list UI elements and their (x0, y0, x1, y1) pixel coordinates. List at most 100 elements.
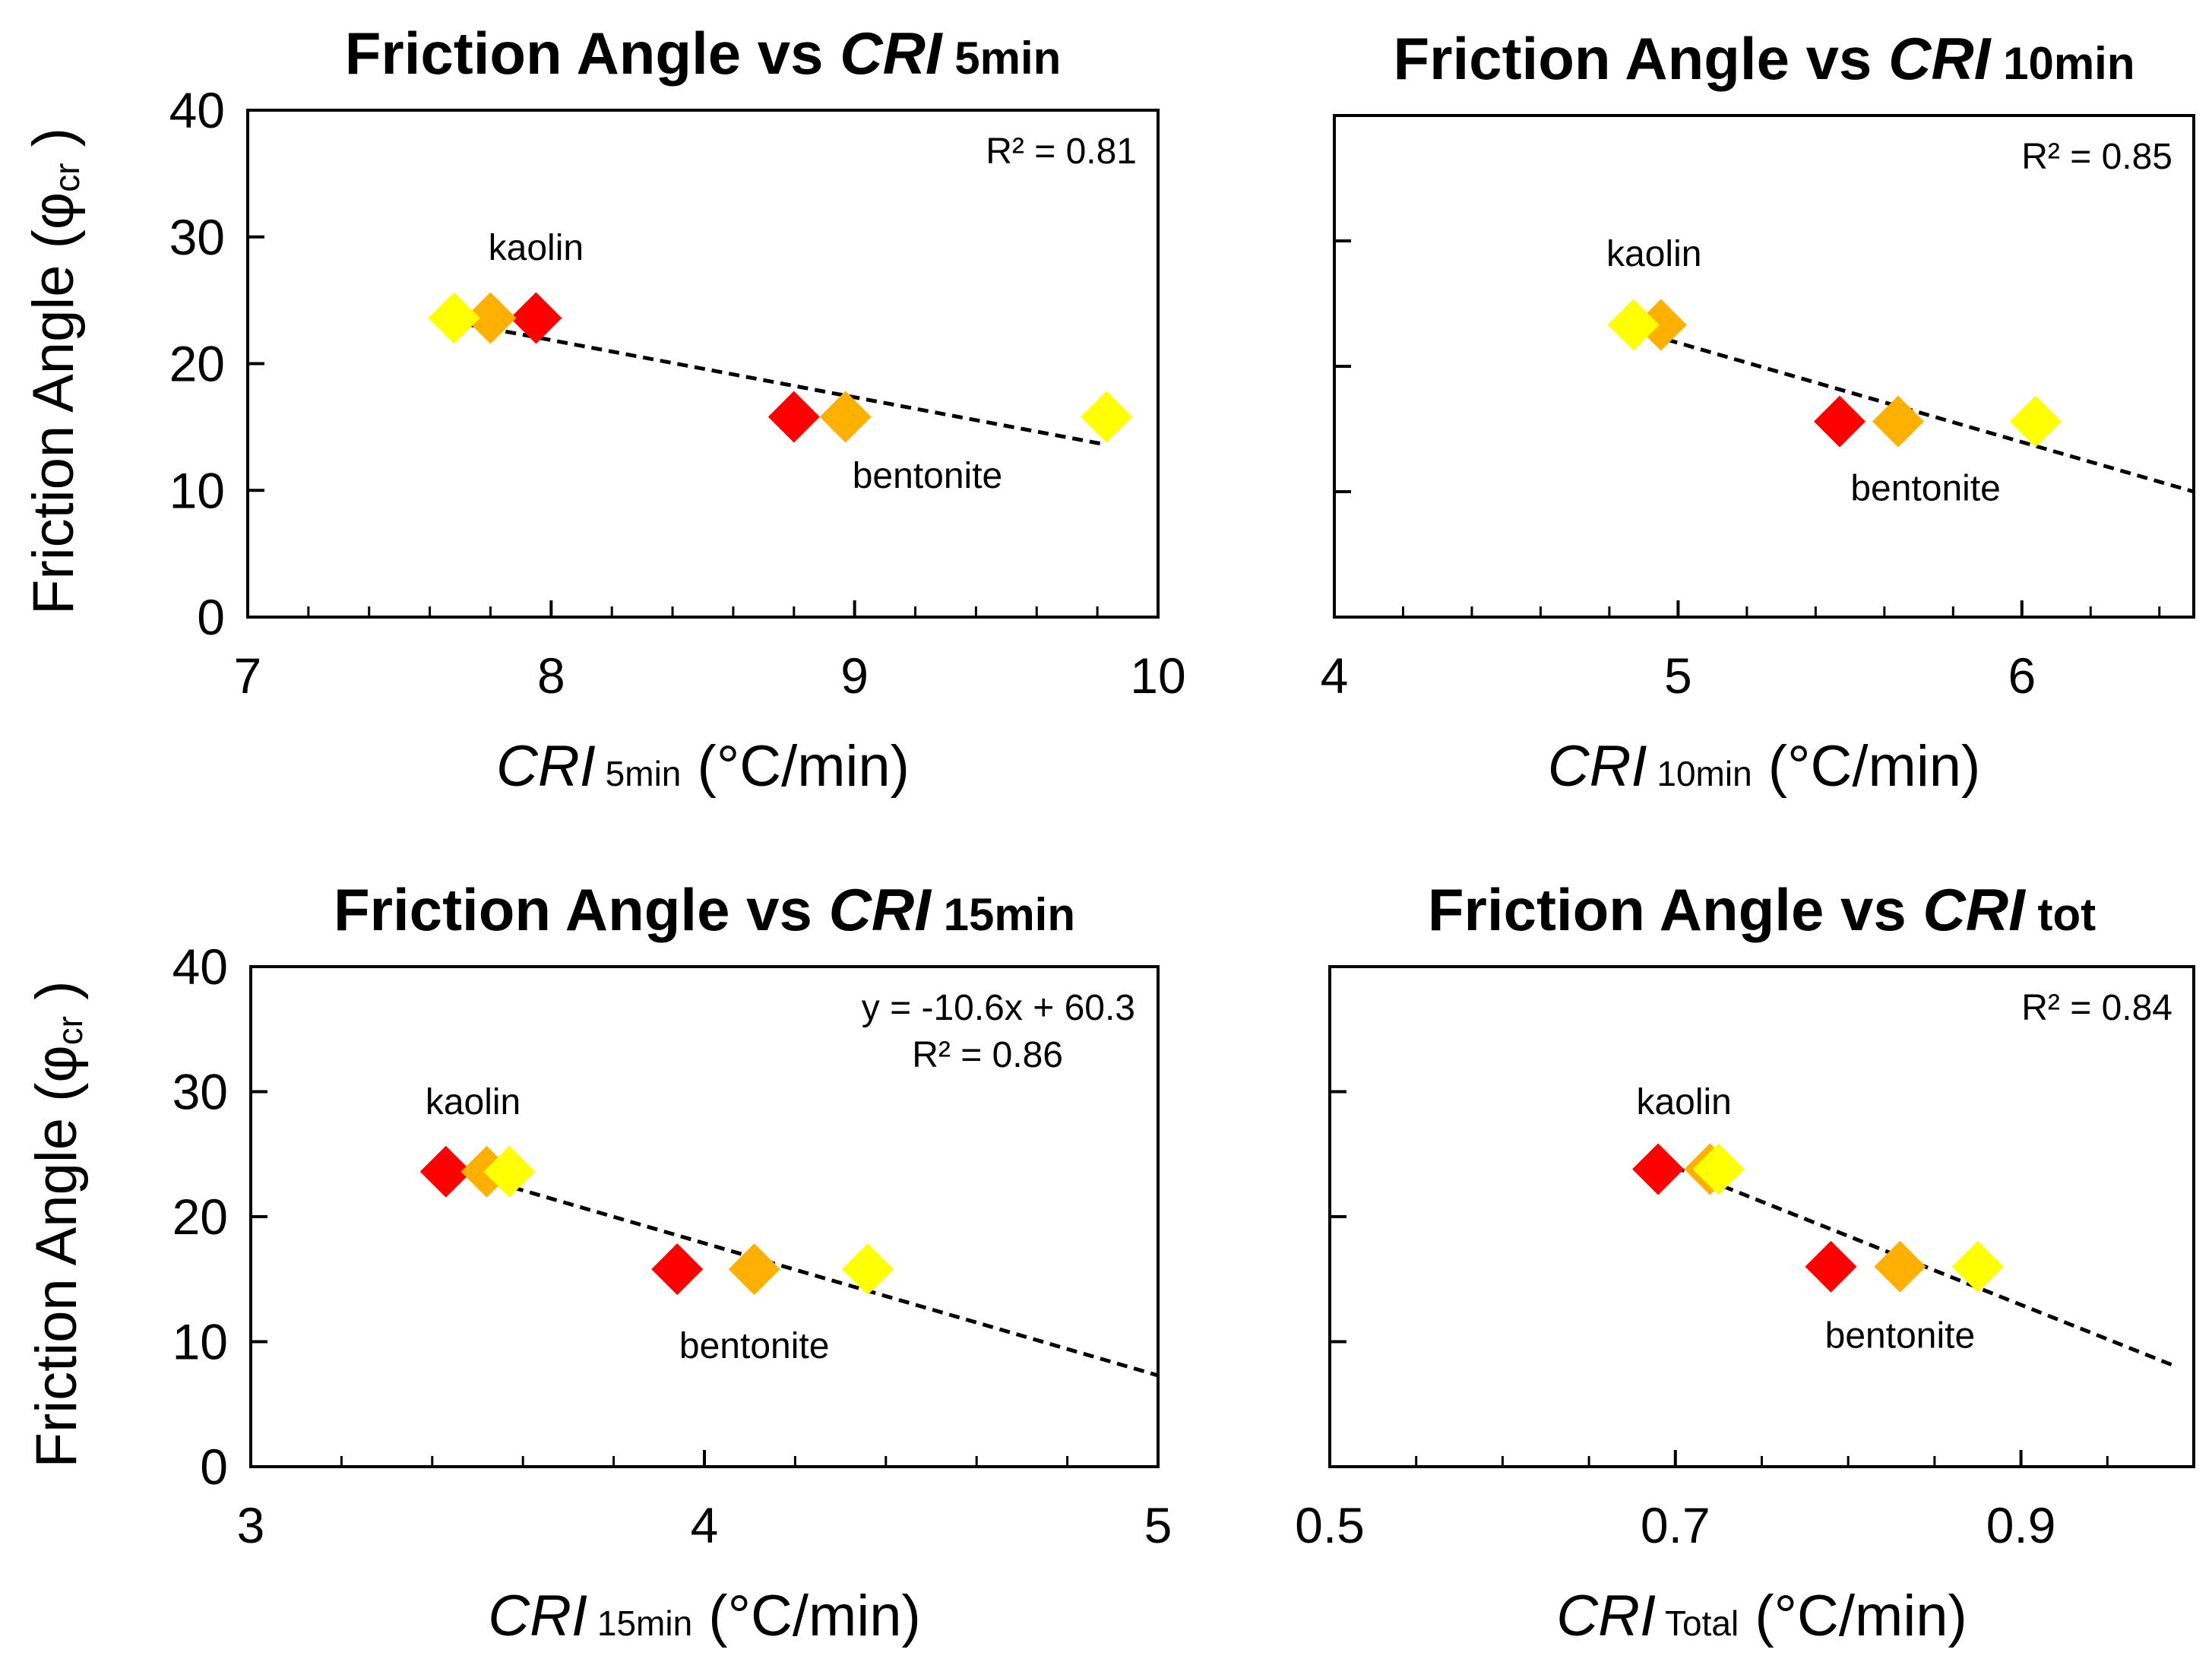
y-tick-label: 0 (197, 589, 225, 645)
data-point-yellow (1607, 299, 1660, 351)
chart-title-main: Friction Angle vs (345, 20, 840, 87)
data-point-orange (1874, 1240, 1926, 1293)
x-tick-label: 7 (234, 647, 262, 704)
r-squared-label: R² = 0.86 (912, 1035, 1063, 1075)
x-tick-label: 0.5 (1295, 1497, 1365, 1553)
r-squared-label: R² = 0.84 (2021, 988, 2172, 1028)
data-point-yellow (1081, 391, 1133, 443)
x-axis-label-sub: 15min (587, 1603, 692, 1643)
x-tick-label: 8 (537, 647, 565, 704)
x-tick-label: 3 (237, 1497, 265, 1553)
chart-title-suffix: 10min (1990, 38, 2134, 89)
data-point-red (651, 1243, 704, 1296)
plot-frame (1333, 114, 2195, 619)
x-axis-label-unit: (°C/min) (1739, 1584, 1967, 1648)
x-axis-label-italic: CRI (1556, 1584, 1656, 1648)
x-axis-label-unit: (°C/min) (681, 734, 910, 799)
r-squared-label: R² = 0.85 (2021, 137, 2172, 177)
x-tick-label: 0.9 (1986, 1497, 2056, 1553)
x-tick-label: 9 (840, 647, 869, 704)
data-point-yellow (483, 1145, 536, 1198)
data-point-red (1632, 1143, 1685, 1195)
x-axis-label: CRI 10min (°C/min) (1548, 734, 1981, 799)
y-tick-label: 40 (172, 939, 228, 995)
chart-panel-4: Friction Angle vs CRI tot 0.5 0.7 0.9 CRI To… (1295, 876, 2195, 1648)
chart-title-main: Friction Angle vs (334, 876, 829, 943)
plot-frame (246, 109, 1160, 619)
y-axis-label-main: Friction Angle (24, 1102, 89, 1468)
data-point-yellow (841, 1243, 894, 1296)
y-tick-label: 30 (169, 209, 225, 265)
y-axis-label-symbol: (φ (21, 192, 86, 249)
data-point-orange (1872, 395, 1924, 448)
bentonite-label: bentonite (853, 456, 1003, 496)
data-point-yellow (1692, 1143, 1745, 1195)
x-axis-label-unit: (°C/min) (1752, 734, 1981, 799)
y-axis-label: Friction Angle (φcr ) (21, 128, 87, 615)
chart-title-italic: CRI (1888, 25, 1992, 92)
kaolin-label: kaolin (489, 228, 584, 268)
r-squared-label: R² = 0.81 (986, 131, 1137, 172)
data-point-red (1805, 1240, 1857, 1293)
data-point-red (510, 292, 562, 344)
data-point-red (419, 1145, 472, 1198)
trendline (445, 1166, 1159, 1378)
x-tick-label: 4 (1321, 647, 1349, 704)
data-point-orange (1634, 299, 1687, 351)
chart-title: Friction Angle vs CRI 10min (1394, 25, 2135, 92)
x-axis-label-sub: Total (1656, 1603, 1739, 1643)
x-tick-label: 10 (1130, 647, 1185, 704)
chart-title-italic: CRI (840, 20, 943, 87)
data-point-yellow (2009, 395, 2062, 448)
data-point-yellow (1951, 1240, 2004, 1293)
y-tick-label: 10 (172, 1314, 228, 1370)
kaolin-label: kaolin (1606, 234, 1701, 274)
plot-frame (1328, 965, 2195, 1468)
trendline (454, 320, 1107, 447)
x-axis-label: CRI 5min (°C/min) (496, 734, 910, 799)
chart-title-italic: CRI (829, 876, 932, 943)
chart-title-suffix: 15min (931, 889, 1075, 940)
x-axis-label-sub: 5min (596, 754, 681, 793)
y-tick-label: 20 (169, 336, 225, 392)
x-axis-label-sub: 10min (1647, 754, 1752, 793)
trendline-equation: y = -10.6x + 60.3 (862, 988, 1135, 1028)
chart-title-suffix: tot (2025, 889, 2096, 940)
data-point-orange (819, 391, 872, 443)
bentonite-label: bentonite (1850, 469, 2001, 509)
data-point-orange (464, 292, 517, 344)
chart-panel-3: Friction Angle vs CRI 15min 0 10 20 30 40 3 4 5 C… (24, 876, 1172, 1648)
x-axis-label-italic: CRI (1548, 734, 1647, 799)
y-tick-label: 40 (169, 82, 225, 138)
y-axis-label: Friction Angle (φcr ) (24, 981, 90, 1468)
chart-title: Friction Angle vs CRI tot (1428, 876, 2096, 943)
data-point-red (767, 391, 820, 443)
x-tick-label: 5 (1144, 1497, 1172, 1553)
data-point-orange (728, 1243, 780, 1296)
chart-title-main: Friction Angle vs (1428, 876, 1923, 943)
y-axis-label-close: ) (24, 981, 89, 1016)
x-axis-label: CRI Total (°C/min) (1556, 1584, 1967, 1648)
chart-title-suffix: 5min (942, 33, 1062, 84)
chart-panel-1: Friction Angle vs CRI 5min 0 10 20 30 40 7 8 9 10… (21, 20, 1186, 799)
bentonite-label: bentonite (1825, 1316, 1976, 1357)
data-point-red (1814, 395, 1866, 448)
x-axis-label: CRI 15min (°C/min) (488, 1584, 921, 1648)
chart-title: Friction Angle vs CRI 15min (334, 876, 1075, 943)
x-tick-label: 0.7 (1641, 1497, 1710, 1553)
kaolin-label: kaolin (426, 1082, 521, 1122)
x-tick-label: 6 (2008, 647, 2036, 704)
y-axis-label-sub: cr (47, 163, 87, 192)
y-axis-label-sub: cr (50, 1016, 90, 1045)
y-axis-label-close: ) (21, 128, 86, 163)
data-point-yellow (428, 292, 480, 344)
x-tick-label: 4 (691, 1497, 719, 1553)
chart-title-italic: CRI (1922, 876, 2026, 943)
chart-title: Friction Angle vs CRI 5min (345, 20, 1062, 87)
y-tick-label: 20 (172, 1189, 228, 1245)
x-tick-label: 5 (1664, 647, 1692, 704)
y-axis-label-symbol: (φ (24, 1045, 89, 1102)
chart-title-main: Friction Angle vs (1394, 25, 1889, 92)
trendline (1657, 1158, 2178, 1369)
